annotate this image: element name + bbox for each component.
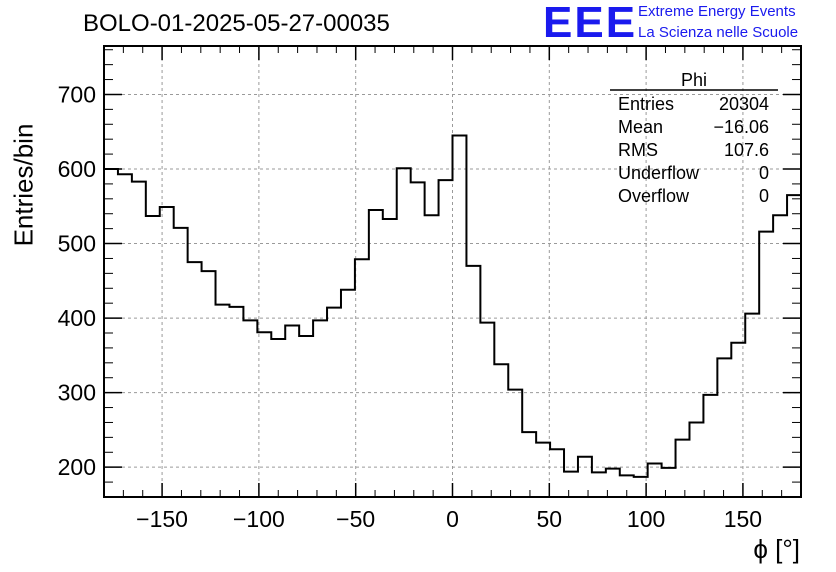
histogram-bin: [773, 215, 787, 497]
y-tick-label: 600: [58, 156, 96, 182]
histogram-bin: [662, 468, 676, 497]
stats-row-label: Mean: [618, 117, 663, 137]
histogram-bin: [299, 336, 313, 497]
stats-row-value: 0: [759, 186, 769, 206]
stats-row-label: Entries: [618, 94, 674, 114]
stats-row-value: 107.6: [724, 140, 769, 160]
histogram-line: [104, 134, 801, 478]
histogram-bin: [494, 364, 508, 497]
histogram-bin: [703, 395, 717, 497]
eee-logo-mark: EEE: [543, 0, 638, 47]
histogram-bin: [425, 215, 439, 497]
histogram-bin: [759, 232, 773, 497]
histogram-bin: [439, 180, 453, 497]
histogram-bin: [229, 307, 243, 497]
bins-layer: [104, 135, 801, 497]
histogram-bin: [508, 390, 522, 497]
histogram-bin: [118, 174, 132, 497]
histogram-bin: [676, 440, 690, 497]
histogram-bin: [592, 472, 606, 497]
x-tick-label: −150: [136, 506, 188, 532]
histogram-bin: [257, 332, 271, 497]
stats-box: Phi Entries 20304 Mean −16.06 RMS 107.6 Underf…: [610, 70, 778, 206]
tick-labels-layer: −150 −100 −50 0 50 100 150 200 300 400 500 600 700: [58, 81, 762, 532]
y-tick-label: 200: [58, 454, 96, 480]
x-axis-label: ϕ [°]: [753, 534, 800, 564]
stats-row-label: Overflow: [618, 186, 690, 206]
stats-row-label: Underflow: [618, 163, 700, 183]
histogram-bin: [216, 305, 230, 497]
histogram-bin: [536, 443, 550, 497]
histogram-bin: [480, 323, 494, 497]
histogram-bin: [564, 472, 578, 497]
logo-line-1: Extreme Energy Events: [638, 3, 796, 20]
y-tick-label: 700: [58, 81, 96, 107]
histogram-bin: [132, 182, 146, 497]
histogram-bin: [648, 463, 662, 497]
histogram-bin: [285, 326, 299, 497]
y-tick-label: 300: [58, 380, 96, 406]
histogram-bin: [717, 358, 731, 497]
stats-row-value: 20304: [719, 94, 769, 114]
stats-row-label: RMS: [618, 140, 658, 160]
stats-row-value: −16.06: [713, 117, 769, 137]
histogram-bin: [188, 262, 202, 497]
chart-title: BOLO-01-2025-05-27-00035: [83, 10, 390, 37]
stats-row-value: 0: [759, 163, 769, 183]
histogram-bin: [202, 271, 216, 497]
histogram-bin: [453, 135, 467, 497]
histogram-bin: [411, 182, 425, 497]
histogram-bin: [341, 290, 355, 497]
histogram-bin: [689, 422, 703, 497]
histogram-bin: [745, 314, 759, 497]
histogram-bin: [397, 168, 411, 497]
x-tick-label: 0: [446, 506, 459, 532]
histogram-bin: [606, 469, 620, 497]
x-tick-label: −100: [233, 506, 285, 532]
x-tick-label: −50: [336, 506, 375, 532]
histogram-bin: [146, 216, 160, 497]
histogram-bin: [466, 266, 480, 497]
stats-box-title: Phi: [681, 70, 707, 90]
histogram-bin: [243, 320, 257, 497]
ticks-layer: [103, 46, 802, 497]
histogram-bin: [522, 432, 536, 497]
histogram-bin: [355, 259, 369, 497]
logo-line-2: La Scienza nelle Scuole: [638, 24, 799, 41]
x-tick-label: 150: [724, 506, 762, 532]
histogram-bin: [578, 457, 592, 497]
histogram-bin: [383, 219, 397, 497]
histogram-bin: [174, 228, 188, 497]
histogram-bin: [369, 210, 383, 497]
x-tick-label: 100: [627, 506, 665, 532]
histogram-bin: [313, 320, 327, 497]
y-tick-label: 400: [58, 305, 96, 331]
histogram-bin: [271, 339, 285, 497]
histogram-bin: [160, 207, 174, 497]
histogram-bin: [327, 308, 341, 497]
y-tick-label: 500: [58, 231, 96, 257]
histogram-bin: [731, 343, 745, 497]
histogram-bin: [787, 195, 801, 497]
x-tick-label: 50: [537, 506, 563, 532]
histogram-bin: [550, 449, 564, 497]
